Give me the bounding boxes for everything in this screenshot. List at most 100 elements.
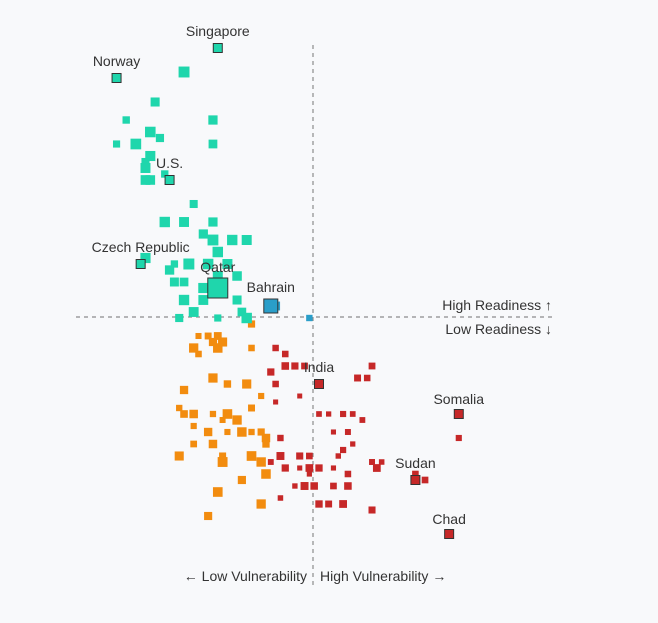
x-axis-high-label: High Vulnerability → xyxy=(320,568,446,584)
data-point xyxy=(258,392,265,400)
data-point xyxy=(368,362,376,370)
data-point xyxy=(208,139,218,149)
data-point xyxy=(325,500,333,508)
data-point xyxy=(301,362,308,370)
data-point xyxy=(297,393,303,399)
data-point xyxy=(237,475,246,485)
data-point xyxy=(190,422,197,430)
data-point xyxy=(315,464,323,472)
points-layer xyxy=(112,66,462,521)
data-point xyxy=(232,295,242,305)
data-point xyxy=(214,314,222,322)
labeled-point-czech-republic xyxy=(135,259,146,269)
data-point xyxy=(150,97,160,107)
data-point xyxy=(208,115,218,125)
data-point xyxy=(354,374,362,382)
data-point xyxy=(217,457,228,467)
data-point xyxy=(261,433,271,443)
data-point xyxy=(189,409,198,419)
data-point xyxy=(261,469,271,479)
data-point xyxy=(272,344,279,352)
data-point xyxy=(232,271,242,281)
data-point xyxy=(369,459,375,465)
data-point xyxy=(204,511,213,521)
data-point xyxy=(297,465,303,471)
data-point xyxy=(145,150,156,162)
point-label: Czech Republic xyxy=(92,239,190,255)
y-axis-high-label: High Readiness ↑ xyxy=(442,297,552,313)
labeled-points-layer: Singapore Norway U.S. Czech Republic Qatar Ba… xyxy=(92,23,484,539)
data-point xyxy=(208,373,218,383)
data-point xyxy=(219,452,227,460)
data-point xyxy=(164,265,175,275)
data-point xyxy=(315,500,323,508)
labeled-point-bahrain xyxy=(263,298,279,314)
data-point xyxy=(159,216,170,228)
data-point xyxy=(188,307,199,317)
data-point xyxy=(232,415,242,425)
data-point xyxy=(213,332,222,340)
data-point xyxy=(219,417,226,423)
data-point xyxy=(300,482,309,490)
data-point xyxy=(276,452,285,460)
data-point xyxy=(212,487,223,497)
data-point xyxy=(145,126,156,138)
labeled-point-india xyxy=(314,379,324,389)
data-point xyxy=(246,451,257,461)
point-label: India xyxy=(304,359,335,375)
data-point xyxy=(256,499,266,509)
data-point xyxy=(335,453,341,459)
data-point xyxy=(262,440,270,448)
data-point xyxy=(212,246,224,258)
labeled-point-norway xyxy=(111,73,122,83)
point-label: Qatar xyxy=(200,259,235,275)
data-point xyxy=(330,465,337,471)
labeled-point-somalia xyxy=(453,409,464,419)
data-point xyxy=(190,440,198,448)
data-point xyxy=(368,506,376,514)
data-point xyxy=(306,471,312,477)
data-point xyxy=(340,410,347,418)
data-point xyxy=(179,277,189,287)
data-point xyxy=(189,199,198,209)
data-point xyxy=(241,312,252,324)
data-point xyxy=(378,459,385,465)
data-point xyxy=(179,385,189,395)
data-point xyxy=(202,258,214,270)
data-point xyxy=(208,337,218,347)
data-point xyxy=(339,500,347,508)
data-point xyxy=(359,417,366,423)
data-point xyxy=(198,295,209,305)
data-point xyxy=(340,446,347,454)
data-point xyxy=(203,427,213,437)
data-point xyxy=(330,482,337,490)
data-point xyxy=(267,459,274,465)
data-point xyxy=(267,368,275,376)
data-point xyxy=(140,163,151,173)
y-axis-low-label: Low Readiness ↓ xyxy=(445,321,552,337)
x-axis-low-label: ← Low Vulnerability xyxy=(184,568,307,584)
data-point xyxy=(223,380,232,388)
data-point xyxy=(180,410,188,418)
data-point xyxy=(305,464,314,472)
data-point xyxy=(421,476,429,484)
point-label: Singapore xyxy=(186,23,250,39)
data-point xyxy=(189,343,199,353)
data-point xyxy=(207,234,219,246)
data-point xyxy=(247,320,256,328)
data-point xyxy=(248,428,255,436)
data-point xyxy=(169,277,179,287)
data-point xyxy=(178,294,190,306)
data-point xyxy=(140,175,151,185)
data-point xyxy=(292,483,298,489)
data-point xyxy=(174,451,184,461)
data-point xyxy=(344,429,351,435)
labeled-point-u-s- xyxy=(164,175,175,185)
data-point xyxy=(218,337,228,347)
point-label: Bahrain xyxy=(247,279,295,295)
data-point xyxy=(208,439,218,449)
data-point xyxy=(170,260,179,268)
data-point xyxy=(227,234,238,246)
data-point xyxy=(224,428,231,436)
